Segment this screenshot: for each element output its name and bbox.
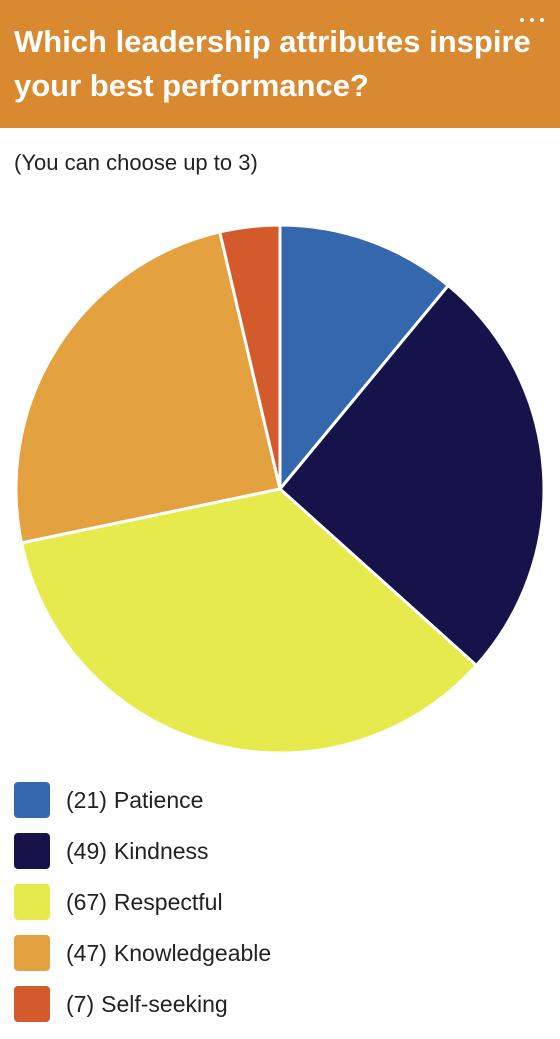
legend-item: (21) Patience bbox=[14, 782, 271, 818]
legend-item: (49) Kindness bbox=[14, 833, 271, 869]
legend-count: (7) bbox=[66, 990, 95, 1017]
legend-count: (67) bbox=[66, 888, 107, 915]
legend-item: (47) Knowledgeable bbox=[14, 935, 271, 971]
legend-label: Kindness bbox=[113, 837, 209, 864]
legend-count: (21) bbox=[66, 786, 107, 813]
legend-label: Knowledgeable bbox=[113, 939, 272, 966]
legend-swatch bbox=[14, 935, 50, 971]
legend-item: (67) Respectful bbox=[14, 884, 271, 920]
pie-slice bbox=[217, 223, 282, 490]
legend-label: Respectful bbox=[113, 888, 223, 915]
legend-swatch bbox=[14, 884, 50, 920]
chart-subtitle: (You can choose up to 3) bbox=[14, 150, 258, 175]
chart-title: Which leadership attributes inspire your… bbox=[14, 24, 531, 103]
pie-slice bbox=[277, 283, 546, 668]
legend-label: Patience bbox=[113, 786, 204, 813]
legend-item: (7) Self-seeking bbox=[14, 986, 271, 1022]
legend-swatch bbox=[14, 782, 50, 818]
header: Which leadership attributes inspire your… bbox=[0, 0, 560, 128]
pie-slice bbox=[278, 223, 451, 494]
legend: (21) Patience (49) Kindness (67) Respectful (4… bbox=[14, 782, 271, 1037]
pie-slice bbox=[14, 230, 282, 545]
legend-label: Self-seeking bbox=[101, 990, 228, 1017]
pie-slice bbox=[19, 487, 479, 755]
menu-button[interactable] bbox=[518, 14, 546, 26]
legend-swatch bbox=[14, 986, 50, 1022]
legend-swatch bbox=[14, 833, 50, 869]
legend-count: (47) bbox=[66, 939, 107, 966]
pie-chart bbox=[14, 223, 546, 755]
legend-count: (49) bbox=[66, 837, 107, 864]
